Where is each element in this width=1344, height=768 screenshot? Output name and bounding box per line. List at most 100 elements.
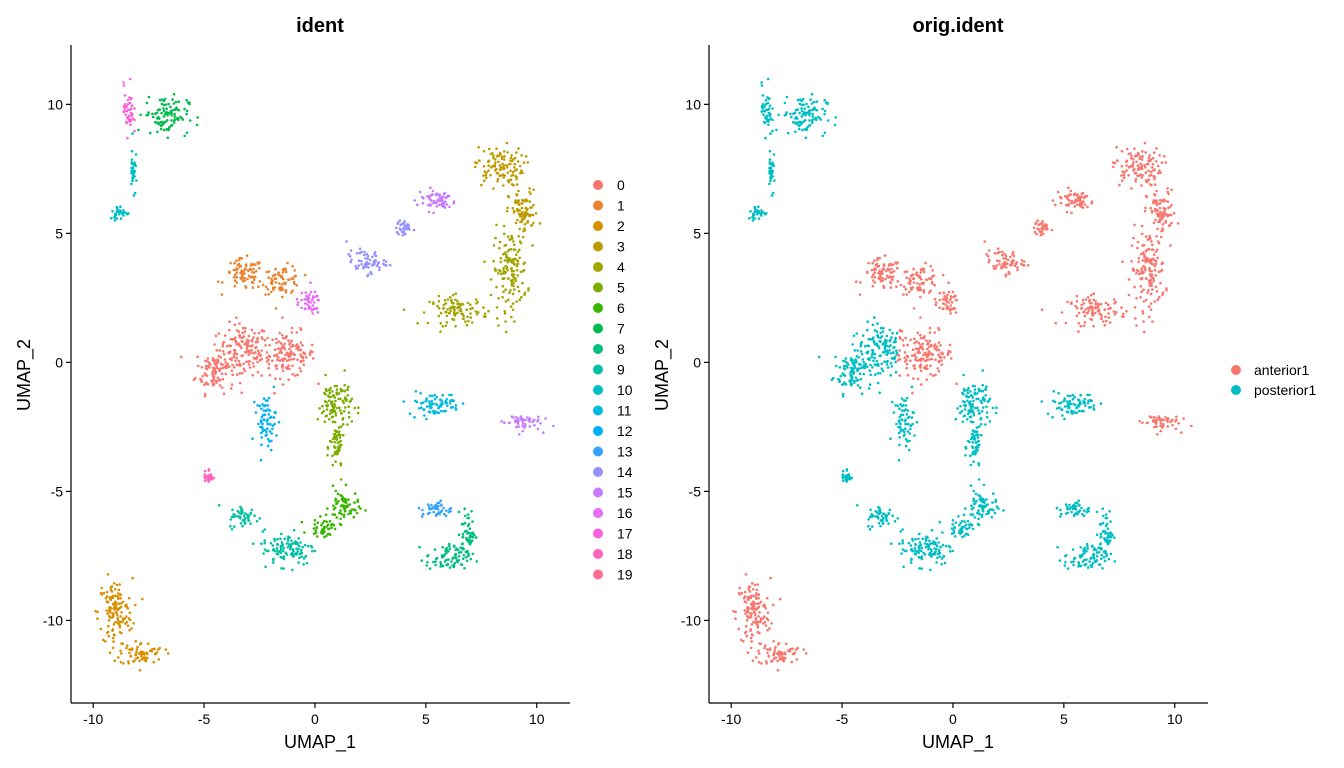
- data-point: [113, 219, 117, 222]
- data-point: [976, 444, 979, 447]
- data-point: [1148, 415, 1152, 418]
- data-point: [919, 277, 923, 281]
- data-point: [961, 519, 964, 523]
- data-point: [122, 110, 126, 113]
- data-point: [433, 507, 437, 511]
- data-point: [891, 278, 894, 282]
- data-point: [359, 251, 362, 254]
- data-point: [1153, 177, 1156, 181]
- data-point: [877, 522, 881, 525]
- data-point: [286, 352, 290, 355]
- data-point: [900, 397, 904, 400]
- data-point: [896, 404, 900, 408]
- data-point: [1098, 312, 1101, 316]
- data-point: [412, 228, 416, 232]
- data-point: [444, 310, 448, 314]
- data-point: [244, 268, 248, 271]
- data-point: [466, 315, 469, 319]
- data-point: [324, 387, 328, 391]
- data-point: [270, 432, 274, 435]
- data-point: [883, 254, 887, 257]
- data-point: [1149, 308, 1153, 312]
- data-point: [230, 515, 234, 519]
- data-point: [104, 640, 107, 643]
- data-point: [210, 477, 214, 481]
- data-point: [922, 290, 926, 294]
- data-point: [428, 410, 432, 414]
- data-point: [445, 549, 449, 552]
- data-point: [151, 112, 154, 116]
- data-point: [1143, 209, 1147, 213]
- data-point: [109, 598, 112, 601]
- legend-key: [593, 303, 603, 313]
- data-point: [919, 288, 923, 292]
- data-point: [339, 409, 342, 412]
- data-point: [370, 272, 373, 276]
- data-point: [944, 544, 948, 548]
- data-point: [290, 331, 294, 334]
- data-point: [495, 285, 498, 289]
- data-point: [860, 392, 864, 396]
- data-point: [526, 161, 530, 164]
- data-point: [988, 258, 991, 262]
- data-point: [122, 81, 125, 84]
- data-point: [236, 263, 240, 267]
- data-point: [913, 354, 916, 358]
- data-point: [323, 535, 326, 539]
- data-point: [945, 307, 949, 311]
- legend-label: 4: [617, 259, 625, 275]
- data-point: [901, 541, 904, 545]
- data-point: [251, 286, 255, 289]
- data-point: [468, 536, 471, 539]
- data-point: [445, 551, 448, 555]
- data-point: [466, 301, 470, 305]
- data-point: [880, 362, 883, 366]
- data-point: [421, 512, 425, 516]
- data-point: [1067, 404, 1070, 407]
- data-point: [1160, 268, 1164, 272]
- data-point: [743, 609, 746, 612]
- data-point: [1155, 290, 1159, 293]
- data-point: [269, 541, 273, 545]
- data-point: [516, 209, 519, 213]
- data-point: [1127, 174, 1130, 177]
- data-point: [888, 262, 891, 266]
- data-point: [167, 102, 170, 106]
- data-point: [782, 657, 785, 661]
- data-point: [808, 114, 811, 117]
- data-point: [796, 108, 799, 111]
- data-point: [1144, 166, 1147, 169]
- data-point: [937, 541, 940, 544]
- data-point: [515, 268, 519, 272]
- data-point: [858, 362, 861, 366]
- data-point: [767, 123, 770, 127]
- data-point: [218, 367, 221, 371]
- data-point: [1098, 522, 1102, 526]
- data-point: [1125, 309, 1128, 313]
- data-point: [471, 306, 474, 310]
- data-point: [161, 98, 164, 101]
- data-point: [165, 128, 168, 131]
- data-point: [897, 458, 901, 462]
- data-point: [768, 149, 772, 153]
- data-point: [325, 408, 329, 411]
- data-point: [1161, 426, 1164, 429]
- data-point: [1132, 158, 1135, 161]
- x-tick-label: -10: [721, 711, 741, 727]
- data-point: [809, 98, 812, 101]
- data-point: [107, 619, 111, 622]
- data-point: [116, 208, 119, 211]
- data-point: [496, 180, 499, 183]
- data-point: [276, 543, 279, 547]
- data-point: [249, 511, 252, 515]
- data-point: [922, 267, 926, 271]
- data-point: [810, 92, 814, 96]
- data-point: [255, 519, 259, 523]
- data-point: [244, 286, 248, 289]
- data-point: [871, 323, 875, 327]
- data-point: [119, 661, 123, 664]
- data-point: [960, 525, 964, 529]
- data-point: [911, 348, 915, 352]
- data-point: [1147, 156, 1151, 160]
- data-point: [744, 612, 747, 615]
